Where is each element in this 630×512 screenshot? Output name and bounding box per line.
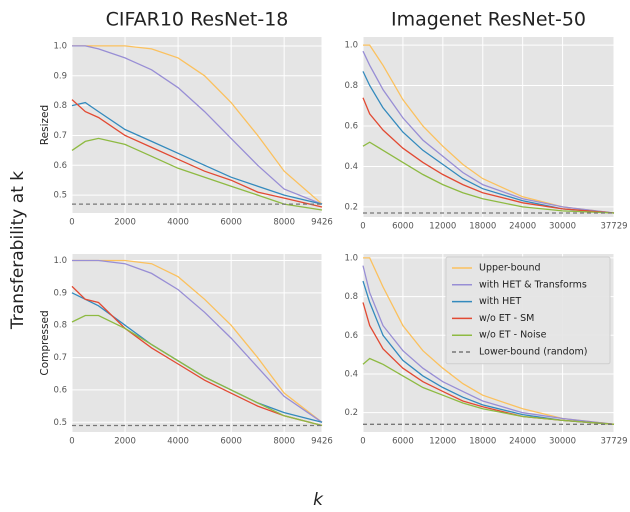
y-tick-label: 0.8 xyxy=(344,292,358,302)
x-tick-label: 0 xyxy=(360,222,365,232)
series-line xyxy=(72,45,323,205)
series-line xyxy=(362,71,615,214)
y-tick-label: 0.2 xyxy=(344,202,358,212)
y-tick-label: 0.6 xyxy=(344,121,358,131)
y-tick-label: 0.5 xyxy=(53,191,67,201)
x-tick-label: 2000 xyxy=(114,437,136,447)
x-tick-label: 4000 xyxy=(167,218,189,228)
series-line xyxy=(362,280,615,425)
x-tick-label: 24000 xyxy=(509,222,536,232)
series-line xyxy=(362,357,615,425)
series-line xyxy=(71,101,323,205)
x-tick-label: 12000 xyxy=(429,437,456,447)
series-line xyxy=(72,45,323,205)
y-tick-label: 0.8 xyxy=(53,101,67,111)
y-tick-label: 0.9 xyxy=(53,288,67,298)
x-tick-label: 18000 xyxy=(469,437,496,447)
plot-area xyxy=(72,254,322,432)
x-tick-label: 12000 xyxy=(429,222,456,232)
y-tick-label: 0.7 xyxy=(53,353,67,363)
x-tick-label: 9426 xyxy=(311,218,333,228)
series-line xyxy=(362,265,615,425)
y-tick-label: 0.4 xyxy=(344,369,358,379)
legend-label: w/o ET - SM xyxy=(479,313,534,324)
x-tick-label: 37729 xyxy=(600,222,627,232)
y-tick-label: 0.9 xyxy=(53,71,67,81)
x-tick-label: 8000 xyxy=(273,218,295,228)
legend-label: w/o ET - Noise xyxy=(479,330,547,341)
x-tick-label: 0 xyxy=(69,437,74,447)
y-tick-label: 0.5 xyxy=(53,418,67,428)
y-tick-label: 0.4 xyxy=(344,162,358,172)
x-tick-label: 8000 xyxy=(273,437,295,447)
y-tick-label: 0.8 xyxy=(53,321,67,331)
y-tick-label: 0.8 xyxy=(344,81,358,91)
series-line xyxy=(71,99,323,208)
series-line xyxy=(363,257,615,425)
x-tick-label: 6000 xyxy=(392,222,414,232)
x-tick-label: 4000 xyxy=(167,437,189,447)
y-tick-label: 0.2 xyxy=(344,408,358,418)
x-axis-label: k xyxy=(313,490,324,508)
series-line xyxy=(71,314,323,427)
x-tick-label: 30000 xyxy=(549,222,576,232)
x-tick-label: 0 xyxy=(360,437,365,447)
y-tick-label: 1.0 xyxy=(53,256,67,266)
x-tick-label: 9426 xyxy=(311,437,333,447)
series-line xyxy=(362,97,615,214)
series-line xyxy=(71,285,323,427)
y-axis-label: Transferability at k xyxy=(8,171,28,330)
y-tick-label: 0.7 xyxy=(53,131,67,141)
y-tick-label: 0.6 xyxy=(344,331,358,341)
y-tick-label: 1.0 xyxy=(344,41,358,51)
row-label: Resized xyxy=(39,105,51,145)
x-tick-label: 0 xyxy=(69,218,74,228)
x-tick-label: 6000 xyxy=(392,437,414,447)
y-tick-label: 1.0 xyxy=(344,253,358,263)
x-tick-label: 18000 xyxy=(469,222,496,232)
series-line xyxy=(71,137,323,211)
x-tick-label: 24000 xyxy=(509,437,536,447)
series-line xyxy=(363,44,615,214)
x-tick-label: 37729 xyxy=(600,437,627,447)
chart-title: CIFAR10 ResNet-18 xyxy=(106,9,289,31)
x-tick-label: 2000 xyxy=(114,218,136,228)
legend-label: Lower-bound (random) xyxy=(479,347,587,358)
y-tick-label: 0.6 xyxy=(53,385,67,395)
y-tick-label: 1.0 xyxy=(53,41,67,51)
series-line xyxy=(362,141,615,214)
legend-box xyxy=(445,256,611,365)
series-line xyxy=(362,50,615,214)
legend-label: with HET & Transforms xyxy=(479,279,587,290)
series-line xyxy=(72,259,323,423)
legend-label: with HET xyxy=(479,296,521,307)
row-label: Compressed xyxy=(39,310,51,375)
legend-label: Upper-bound xyxy=(479,263,541,274)
x-tick-label: 30000 xyxy=(549,437,576,447)
chart-title: Imagenet ResNet-50 xyxy=(391,9,586,31)
y-tick-label: 0.6 xyxy=(53,161,67,171)
x-tick-label: 6000 xyxy=(220,218,242,228)
plot-area xyxy=(72,37,322,213)
x-tick-label: 6000 xyxy=(220,437,242,447)
